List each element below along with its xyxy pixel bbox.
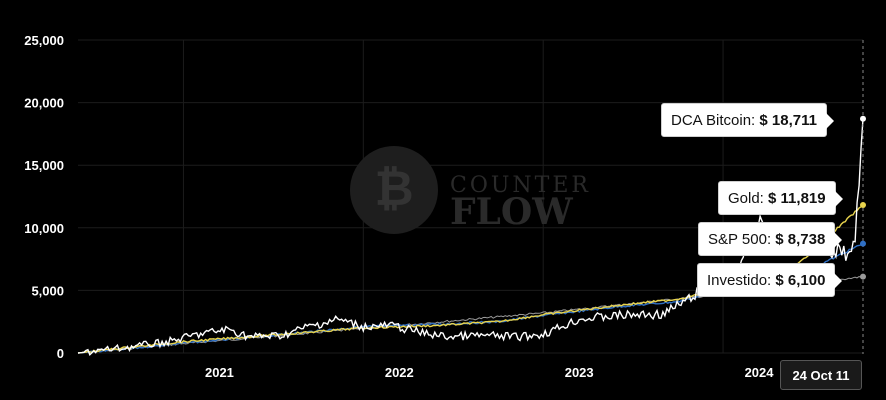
x-axis: 2021 2022 2023 2024 <box>205 365 774 380</box>
y-tick-label: 15,000 <box>24 158 64 173</box>
series-end-dot <box>860 115 866 122</box>
x-tick-label: 2023 <box>565 365 594 380</box>
series-end-dot <box>860 240 866 247</box>
y-tick-label: 10,000 <box>24 221 64 236</box>
series-end-dot <box>860 273 866 280</box>
tooltip-label: DCA Bitcoin: <box>671 112 756 129</box>
tooltip-dca-bitcoin: DCA Bitcoin: $ 18,711 <box>661 103 834 137</box>
bitcoin-logo-icon <box>350 146 438 234</box>
tooltip-investido: Investido: $ 6,100 <box>697 263 843 297</box>
grid-lines <box>78 39 863 354</box>
y-tick-label: 20,000 <box>24 96 64 111</box>
watermark-line2: FLOW <box>450 191 573 233</box>
y-tick-label: 0 <box>57 346 64 361</box>
series-line <box>77 243 864 354</box>
y-tick-label: 25,000 <box>24 33 64 48</box>
y-axis: 0 5,000 10,000 15,000 20,000 25,000 <box>24 33 64 361</box>
tooltip-value: $ 18,711 <box>759 112 817 129</box>
tooltip-gold: Gold: $ 11,819 <box>718 181 843 215</box>
hover-dots <box>860 115 866 280</box>
watermark-line1: COUNTER <box>450 173 591 198</box>
counterflow-watermark: ₿ COUNTER FLOW <box>350 146 591 234</box>
tooltip-value: $ 8,738 <box>775 231 826 248</box>
tooltip-value: $ 11,819 <box>768 190 826 207</box>
tooltip-label: Gold: <box>728 190 764 207</box>
tooltip-label: Investido: <box>707 272 772 289</box>
tooltip-value: $ 6,100 <box>775 272 826 289</box>
x-tick-label: 2024 <box>745 365 775 380</box>
tooltip-label: S&P 500: <box>708 231 772 248</box>
tooltip-sp500: S&P 500: $ 8,738 <box>698 222 843 256</box>
bitcoin-symbol-icon: ₿ <box>374 161 413 217</box>
x-tick-label: 2022 <box>385 365 414 380</box>
crosshair-date-label: 24 Oct 11 <box>780 360 862 390</box>
series-end-dot <box>860 202 866 209</box>
x-tick-label: 2021 <box>205 365 234 380</box>
y-tick-label: 5,000 <box>31 283 64 298</box>
